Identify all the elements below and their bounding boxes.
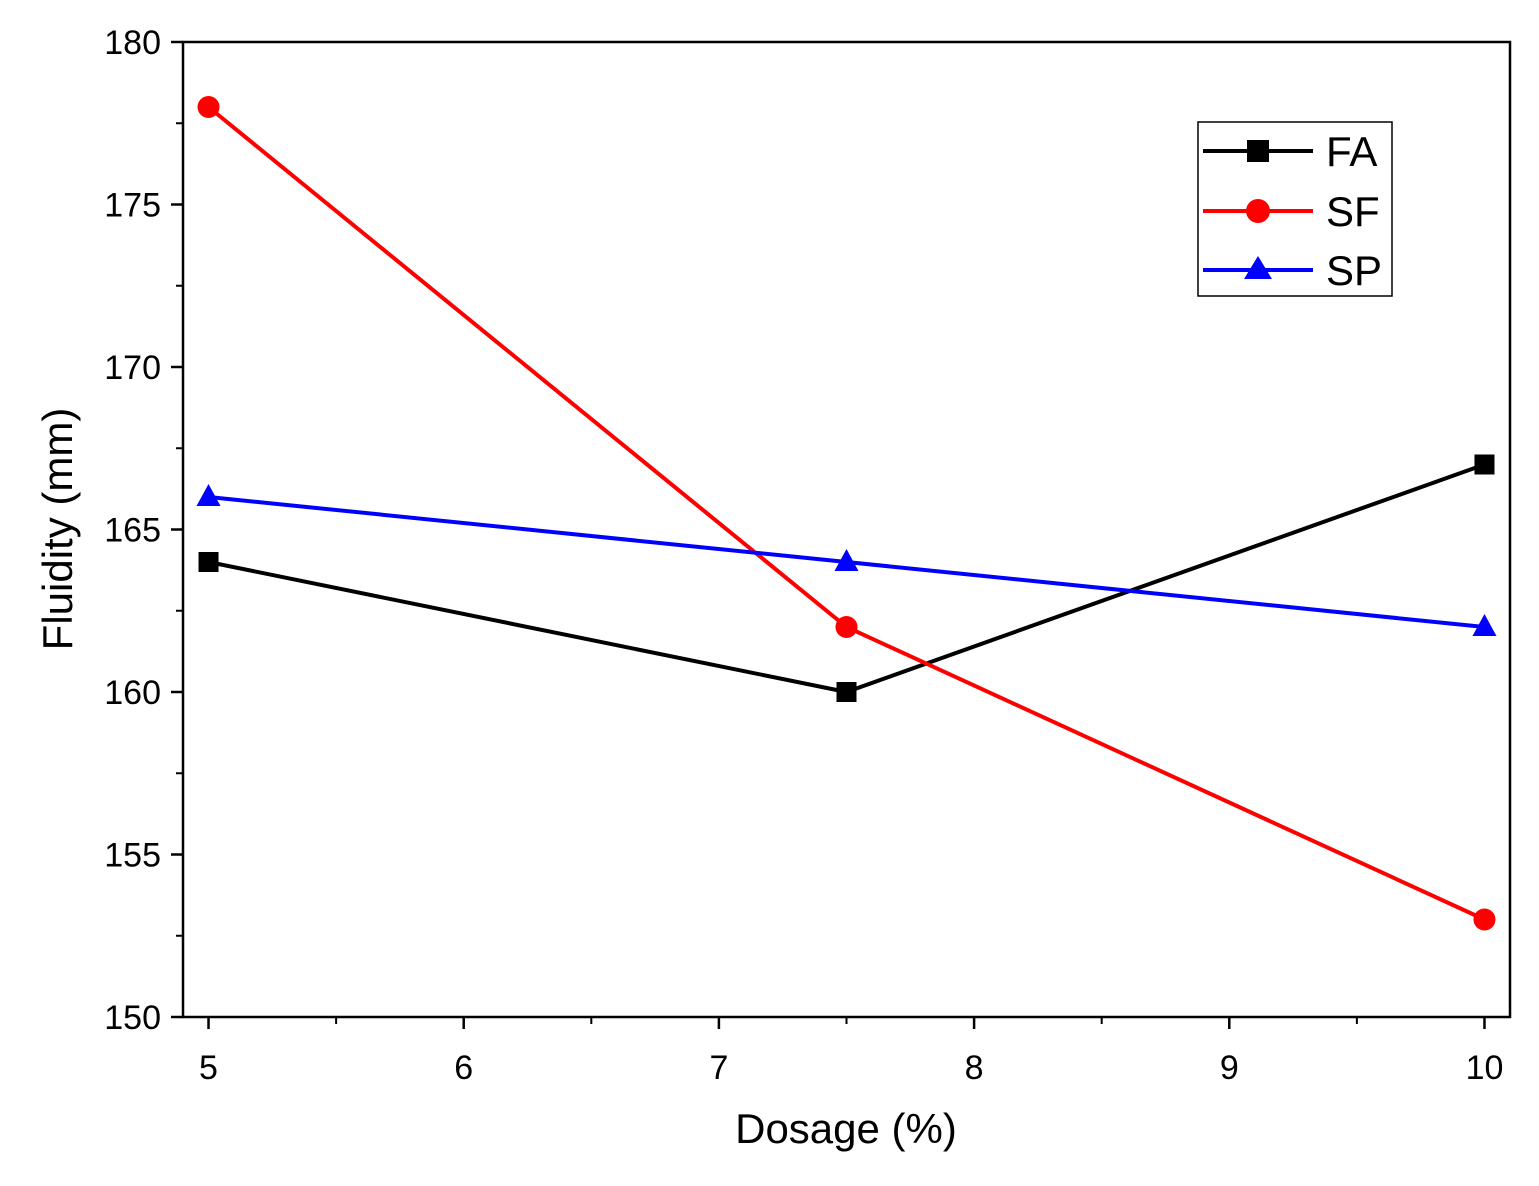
data-point-fa <box>198 552 219 572</box>
legend-marker-sp <box>1244 256 1272 279</box>
x-tick-label: 6 <box>454 1049 473 1087</box>
data-point-sf <box>197 96 220 118</box>
y-tick-label: 170 <box>104 349 161 387</box>
y-tick-label: 165 <box>104 512 161 550</box>
legend-item-fa: FA <box>1203 128 1377 175</box>
legend-item-sp: SP <box>1203 247 1382 294</box>
x-tick-label: 9 <box>1220 1049 1239 1087</box>
axis-ticks: 5 6 7 8 9 10 150 155 160 165 170 175 180 <box>104 24 1503 1087</box>
data-point-sf <box>1473 908 1496 931</box>
x-tick-label: 7 <box>709 1049 728 1087</box>
legend-label-fa: FA <box>1326 128 1377 175</box>
legend-marker-fa <box>1247 140 1269 162</box>
x-tick-label: 10 <box>1466 1049 1504 1087</box>
legend: FA SF SP <box>1197 121 1393 297</box>
data-point-sp <box>1472 614 1497 636</box>
legend-marker-sf <box>1246 199 1270 223</box>
y-tick-label: 180 <box>104 24 161 62</box>
y-tick-label: 155 <box>104 837 161 875</box>
y-tick-label: 150 <box>104 999 161 1037</box>
y-tick-label: 160 <box>104 674 161 712</box>
data-point-sp <box>834 549 859 571</box>
data-point-fa <box>836 682 857 702</box>
x-tick-label: 8 <box>965 1049 984 1087</box>
series-line-fa <box>208 462 1486 694</box>
x-axis-title: Dosage (%) <box>735 1105 957 1152</box>
series-layer <box>196 96 1497 931</box>
legend-item-sf: SF <box>1203 188 1380 235</box>
series-fa <box>198 454 1495 702</box>
y-tick-label: 175 <box>104 187 161 225</box>
legend-label-sp: SP <box>1326 247 1382 294</box>
data-point-fa <box>1474 454 1495 475</box>
data-point-sf <box>835 616 858 638</box>
legend-label-sf: SF <box>1326 188 1380 235</box>
x-tick-label: 5 <box>199 1049 218 1087</box>
data-point-sp <box>196 484 221 506</box>
series-sp <box>196 484 1497 636</box>
series-sf <box>197 96 1496 931</box>
y-axis-title: Fluidity (mm) <box>34 408 81 651</box>
